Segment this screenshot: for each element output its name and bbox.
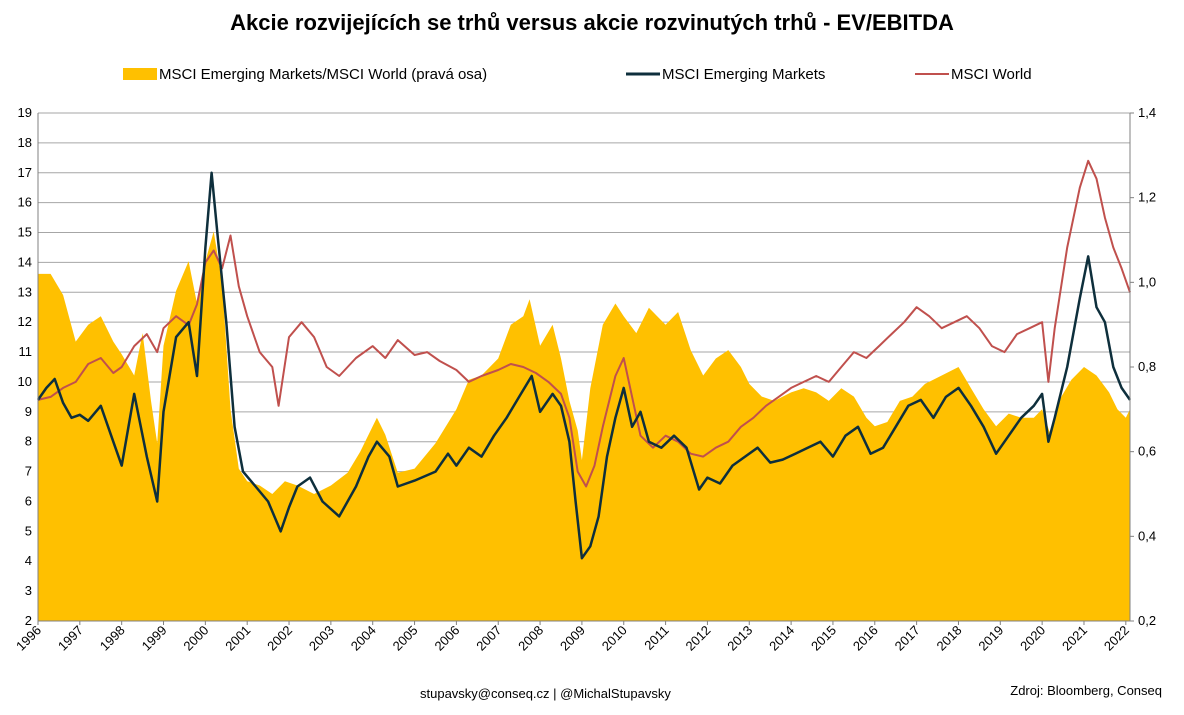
x-tick-label: 2015 (808, 623, 839, 654)
left-tick-label: 8 (25, 434, 32, 449)
legend-label: MSCI World (951, 66, 1032, 83)
x-tick-label: 1998 (97, 623, 128, 654)
left-axis-ticks: 2 3 4 5 6 7 8 9 10 11 12 13 14 15 16 17 18 19 (18, 105, 32, 628)
right-tick-label: 0,4 (1138, 528, 1156, 543)
left-tick-label: 2 (25, 613, 32, 628)
x-tick-label: 2001 (222, 623, 253, 654)
x-tick-label: 2013 (724, 623, 755, 654)
x-tick-label: 2017 (892, 623, 923, 654)
x-tick-label: 2010 (599, 623, 630, 654)
left-tick-label: 14 (18, 254, 32, 269)
left-tick-label: 18 (18, 135, 32, 150)
x-tick-label: 2008 (515, 623, 546, 654)
series-line-msci-emerging-markets (36, 171, 1132, 560)
x-tick-label: 2016 (850, 623, 881, 654)
chart-title: Akcie rozvijejících se trhů versus akcie… (230, 10, 954, 35)
ratio-area-layer (38, 231, 1130, 621)
left-tick-label: 12 (18, 314, 32, 329)
x-tick-label: 2003 (306, 623, 337, 654)
lines-layer (36, 159, 1132, 560)
left-tick-label: 19 (18, 105, 32, 120)
x-tick-label: 1996 (13, 623, 44, 654)
x-tick-label: 2018 (934, 623, 965, 654)
legend-swatch-ratio (123, 68, 157, 80)
x-tick-label: 2000 (180, 623, 211, 654)
footer-source: Zdroj: Bloomberg, Conseq (1010, 683, 1162, 698)
legend-label: MSCI Emerging Markets (662, 66, 825, 83)
x-tick-label: 1999 (139, 623, 170, 654)
x-tick-label: 2002 (264, 623, 295, 654)
right-tick-label: 1,0 (1138, 274, 1156, 289)
axes (37, 112, 1134, 625)
left-tick-label: 5 (25, 523, 32, 538)
legend: MSCI Emerging Markets/MSCI World (pravá … (123, 66, 1032, 83)
x-tick-label: 2019 (975, 623, 1006, 654)
right-tick-label: 1,4 (1138, 105, 1156, 120)
left-tick-label: 17 (18, 165, 32, 180)
x-tick-label: 2021 (1059, 623, 1090, 654)
left-tick-label: 16 (18, 195, 32, 210)
left-tick-label: 15 (18, 225, 32, 240)
left-tick-label: 11 (19, 344, 33, 359)
x-tick-label: 2007 (473, 623, 504, 654)
x-axis-ticks: 1996 1997 1998 1999 2000 2001 2002 2003 2004 2005… (13, 623, 1132, 654)
x-tick-label: 1997 (55, 623, 86, 654)
series-line-msci-world (37, 159, 1131, 488)
left-tick-label: 7 (25, 464, 32, 479)
left-tick-label: 4 (25, 553, 32, 568)
x-tick-label: 2006 (431, 623, 462, 654)
x-tick-label: 2012 (682, 623, 713, 654)
right-tick-label: 0,6 (1138, 444, 1156, 459)
x-tick-label: 2014 (766, 623, 797, 654)
footer-contact: stupavsky@conseq.cz | @MichalStupavsky (420, 686, 671, 701)
x-tick-label: 2005 (390, 623, 421, 654)
x-tick-label: 2011 (641, 623, 671, 653)
left-tick-label: 13 (18, 284, 32, 299)
right-tick-label: 1,2 (1138, 190, 1156, 205)
left-tick-label: 3 (25, 583, 32, 598)
right-tick-label: 0,2 (1138, 613, 1156, 628)
x-tick-label: 2009 (557, 623, 588, 654)
legend-label: MSCI Emerging Markets/MSCI World (pravá … (159, 66, 487, 83)
left-tick-label: 10 (18, 374, 32, 389)
left-tick-label: 6 (25, 493, 32, 508)
x-tick-label: 2004 (348, 623, 379, 654)
series-area-emerging-world-ratio (38, 231, 1130, 621)
right-axis-ticks: 0,2 0,4 0,6 0,8 1,0 1,2 1,4 (1138, 105, 1156, 628)
right-tick-label: 0,8 (1138, 359, 1156, 374)
x-tick-label: 2020 (1017, 623, 1048, 654)
x-tick-label: 2022 (1101, 623, 1132, 654)
left-tick-label: 9 (25, 404, 32, 419)
